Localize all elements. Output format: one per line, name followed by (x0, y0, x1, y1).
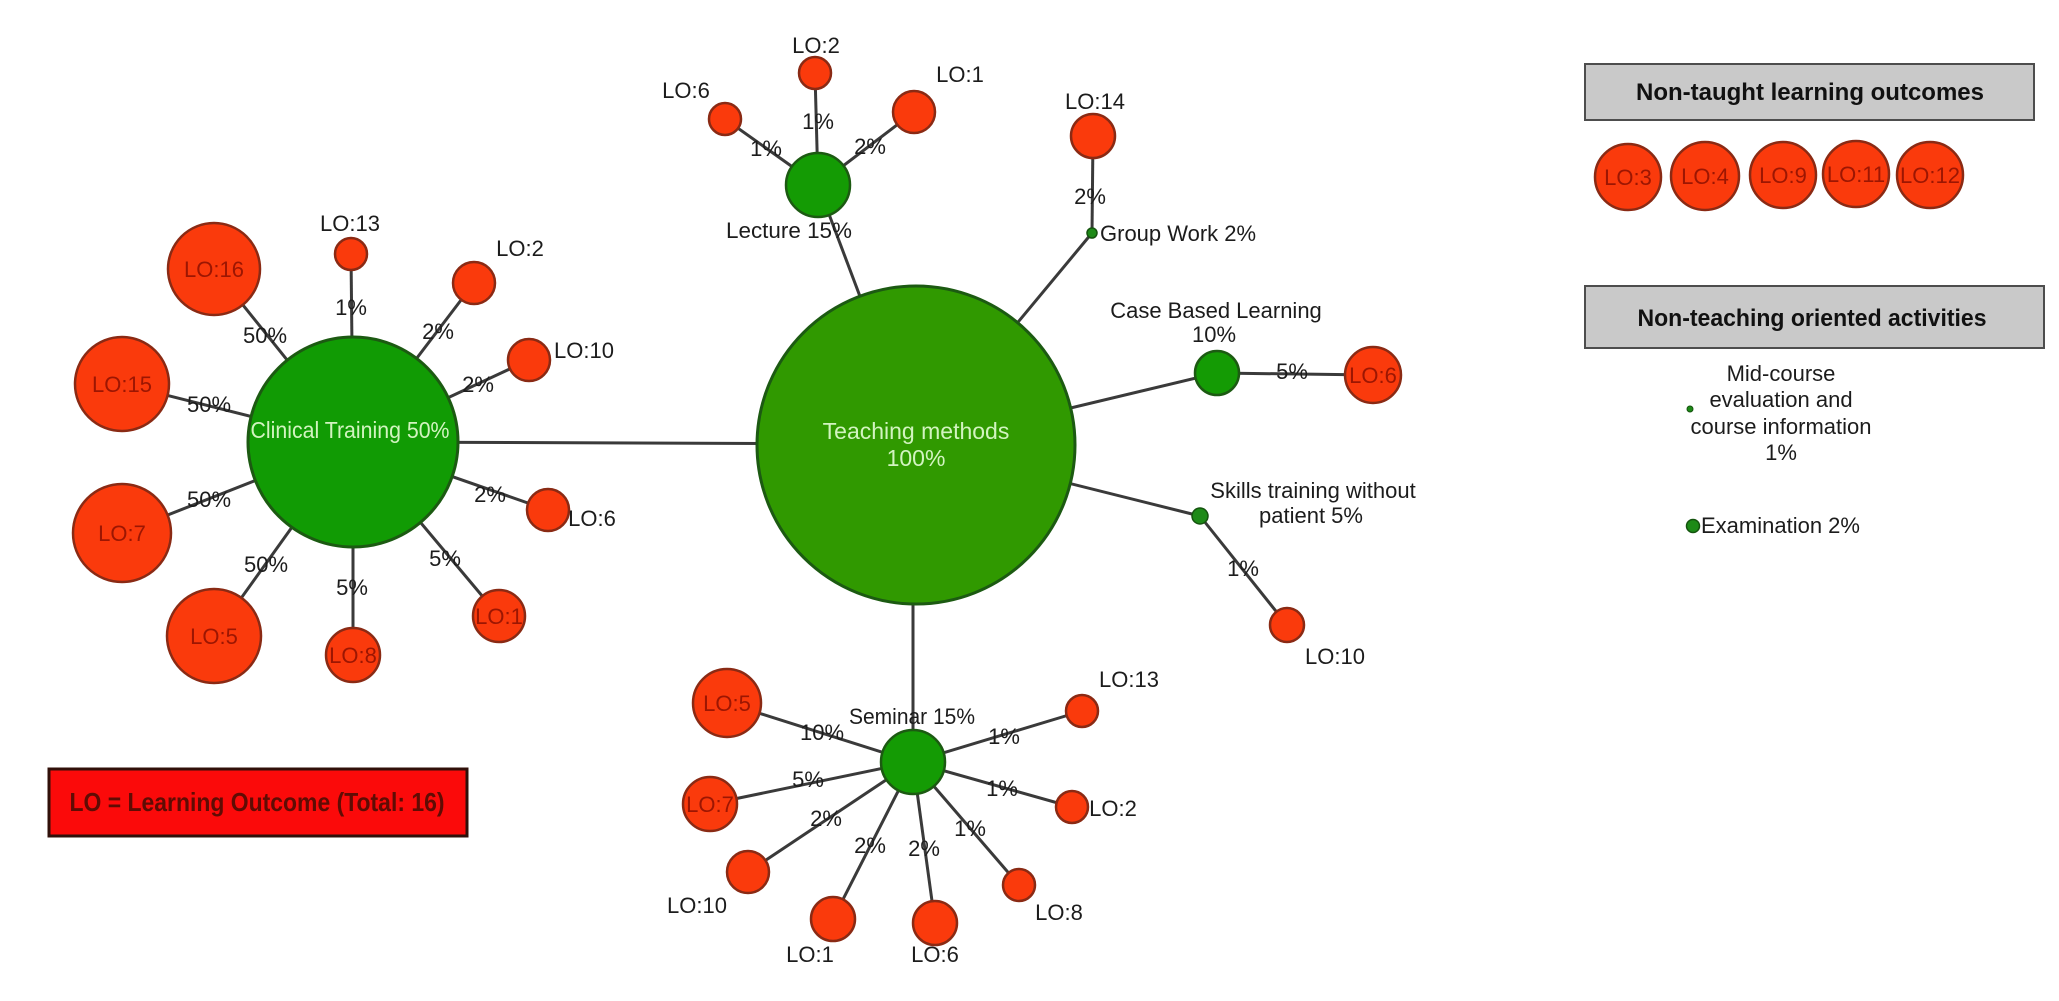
svg-text:LO:2: LO:2 (1089, 796, 1137, 821)
svg-text:LO:5: LO:5 (703, 691, 751, 716)
svg-text:LO:12: LO:12 (1900, 163, 1960, 188)
svg-text:LO:2: LO:2 (496, 236, 544, 261)
svg-text:LO:13: LO:13 (320, 211, 380, 236)
svg-text:LO:7: LO:7 (98, 521, 146, 546)
svg-text:2%: 2% (908, 836, 940, 861)
svg-text:LO:8: LO:8 (329, 643, 377, 668)
svg-text:course information: course information (1691, 414, 1872, 439)
svg-text:Clinical Training 50%: Clinical Training 50% (251, 417, 450, 443)
svg-text:LO:10: LO:10 (667, 893, 727, 918)
svg-text:LO:1: LO:1 (475, 604, 523, 629)
svg-text:2%: 2% (1074, 184, 1106, 209)
svg-text:50%: 50% (244, 552, 288, 577)
svg-text:LO:5: LO:5 (190, 624, 238, 649)
svg-text:patient 5%: patient 5% (1259, 503, 1363, 528)
svg-text:LO:3: LO:3 (1604, 165, 1652, 190)
svg-text:Non-teaching oriented activiti: Non-teaching oriented activities (1638, 305, 1987, 332)
svg-text:5%: 5% (1276, 359, 1308, 384)
svg-text:LO:1: LO:1 (786, 942, 834, 967)
svg-text:5%: 5% (792, 767, 824, 792)
svg-text:1%: 1% (1227, 556, 1259, 581)
svg-text:LO:4: LO:4 (1681, 164, 1729, 189)
svg-text:LO:10: LO:10 (554, 338, 614, 363)
svg-text:5%: 5% (336, 575, 368, 600)
svg-text:LO:2: LO:2 (792, 33, 840, 58)
svg-text:LO:13: LO:13 (1099, 667, 1159, 692)
svg-text:Case Based Learning: Case Based Learning (1110, 298, 1322, 323)
svg-text:2%: 2% (854, 833, 886, 858)
svg-text:Lecture 15%: Lecture 15% (726, 218, 852, 243)
svg-text:10%: 10% (1192, 322, 1236, 347)
svg-text:10%: 10% (800, 720, 844, 745)
svg-text:2%: 2% (422, 319, 454, 344)
svg-text:2%: 2% (462, 372, 494, 397)
svg-text:LO:7: LO:7 (686, 792, 734, 817)
svg-text:LO:6: LO:6 (911, 942, 959, 967)
svg-text:50%: 50% (187, 487, 231, 512)
svg-text:LO:6: LO:6 (1349, 363, 1397, 388)
svg-text:1%: 1% (954, 816, 986, 841)
svg-text:LO:6: LO:6 (568, 506, 616, 531)
svg-text:1%: 1% (802, 109, 834, 134)
svg-text:Teaching methods: Teaching methods (823, 418, 1010, 444)
svg-text:2%: 2% (810, 806, 842, 831)
svg-text:Non-taught learning outcomes: Non-taught learning outcomes (1636, 79, 1984, 106)
svg-text:50%: 50% (187, 392, 231, 417)
svg-text:LO:6: LO:6 (662, 78, 710, 103)
svg-text:1%: 1% (335, 295, 367, 320)
svg-text:1%: 1% (1765, 440, 1797, 465)
svg-text:LO:1: LO:1 (936, 62, 984, 87)
svg-text:LO:9: LO:9 (1759, 163, 1807, 188)
svg-text:LO:14: LO:14 (1065, 89, 1125, 114)
svg-text:5%: 5% (429, 546, 461, 571)
svg-text:LO:8: LO:8 (1035, 900, 1083, 925)
svg-text:1%: 1% (750, 136, 782, 161)
svg-text:100%: 100% (887, 445, 946, 471)
svg-text:LO = Learning Outcome (Total:: LO = Learning Outcome (Total: 16) (70, 787, 445, 817)
svg-text:1%: 1% (988, 724, 1020, 749)
svg-text:LO:16: LO:16 (184, 257, 244, 282)
svg-text:2%: 2% (854, 134, 886, 159)
svg-text:Examination 2%: Examination 2% (1701, 513, 1860, 538)
svg-text:Mid-course: Mid-course (1727, 361, 1836, 386)
svg-text:Seminar 15%: Seminar 15% (849, 704, 975, 729)
svg-text:2%: 2% (474, 482, 506, 507)
svg-text:1%: 1% (986, 776, 1018, 801)
svg-text:Skills training without: Skills training without (1210, 478, 1415, 503)
svg-text:evaluation and: evaluation and (1709, 387, 1852, 412)
svg-text:50%: 50% (243, 323, 287, 348)
svg-text:LO:10: LO:10 (1305, 644, 1365, 669)
svg-text:LO:15: LO:15 (92, 372, 152, 397)
svg-text:LO:11: LO:11 (1827, 162, 1885, 187)
svg-text:Group Work 2%: Group Work 2% (1100, 221, 1256, 246)
